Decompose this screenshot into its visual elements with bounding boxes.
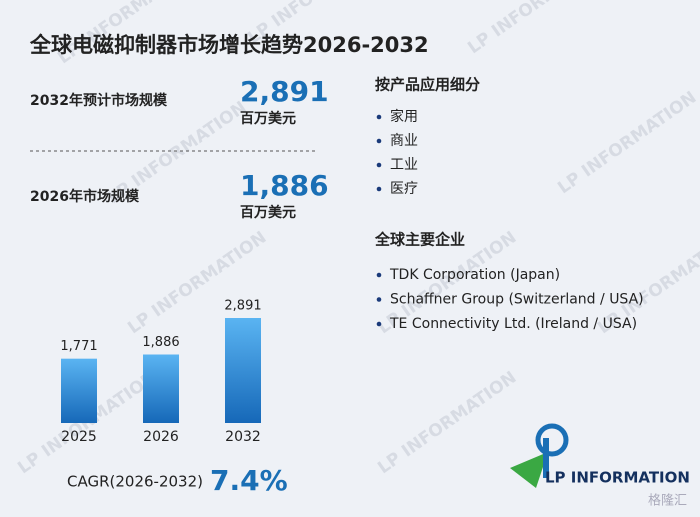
list-item: TDK Corporation (Japan) [389,267,560,283]
logo-text: LP INFORMATION [545,469,690,487]
bullet [376,138,382,144]
bar [61,358,97,423]
bullet [376,297,382,302]
stat-label: 2032年预计市场规模 [30,92,168,109]
bullet [376,272,382,278]
title: 全球电磁抑制器市场增长趋势2026-2032 [29,33,429,57]
companies-heading: 全球主要企业 [374,231,465,249]
x-tick-label: 2025 [61,429,97,445]
list-item: Schaffner Group (Switzerland / USA) [390,292,644,308]
bullet [376,162,382,168]
cagr-label: CAGR(2026-2032) [67,473,203,491]
segments-heading: 按产品应用细分 [375,76,480,94]
value-label: 2,891 [224,299,261,314]
stat-value: 1,886 [240,169,329,202]
bullet [376,321,382,327]
bar [143,354,179,423]
bullet [376,186,382,192]
bullet [376,114,382,120]
x-tick-label: 2026 [143,429,179,445]
list-item: 家用 [390,108,418,125]
list-item: TE Connectivity Ltd. (Ireland / USA) [389,316,637,332]
value-label: 1,886 [142,335,179,350]
stat-unit: 百万美元 [240,110,296,127]
stat-unit: 百万美元 [240,204,296,221]
corner-mark: 格隆汇 [648,493,687,509]
logo-icon [510,423,569,488]
x-tick-label: 2032 [225,429,261,445]
list-item: 医疗 [390,181,418,197]
value-label: 1,771 [60,339,97,354]
stat-value: 2,891 [240,75,329,108]
bar [225,318,261,423]
cagr-value: 7.4% [210,464,288,497]
list-item: 工业 [390,157,418,173]
list-item: 商业 [390,133,418,149]
stat-label: 2026年市场规模 [30,188,140,205]
